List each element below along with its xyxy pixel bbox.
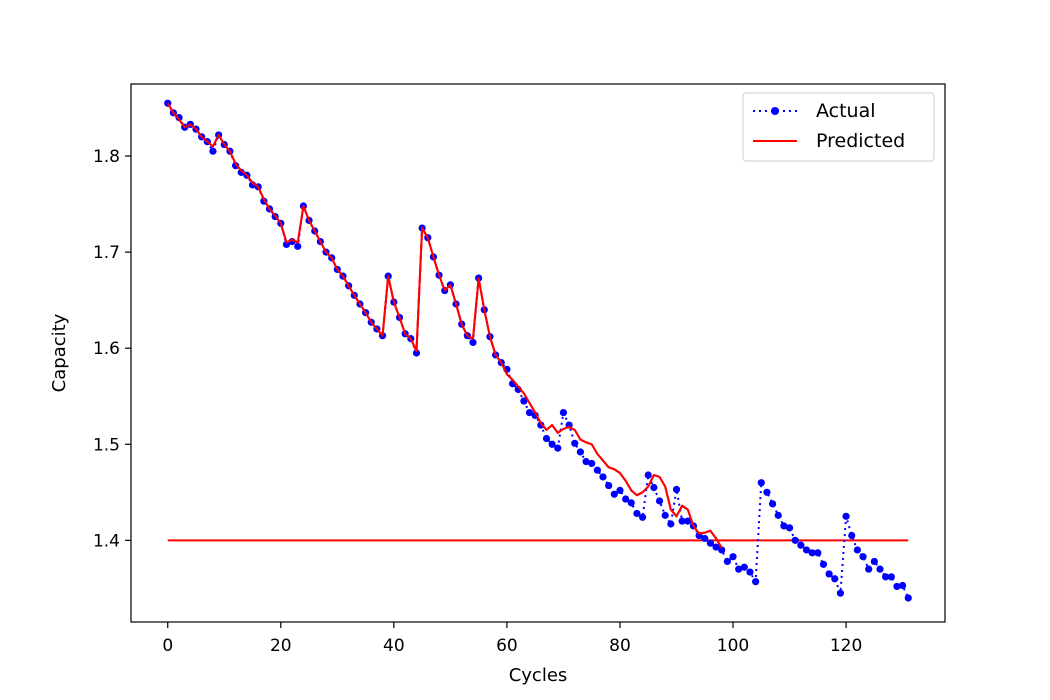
x-axis-ticks: 0 20 40 60 80 100 120 — [162, 622, 862, 656]
actual-point — [582, 457, 590, 466]
actual-point — [599, 473, 607, 481]
actual-point — [876, 565, 884, 573]
actual-point — [865, 565, 873, 573]
actual-point — [893, 582, 901, 591]
actual-point — [729, 553, 737, 561]
actual-point — [814, 549, 822, 557]
y-tick-label-4: 1.8 — [93, 147, 120, 167]
actual-point — [593, 466, 601, 474]
y-axis-label: Capacity — [49, 313, 70, 392]
y-tick-label-2: 1.6 — [93, 339, 120, 359]
actual-point — [412, 349, 421, 357]
actual-point — [746, 568, 754, 576]
actual-point — [735, 565, 743, 573]
x-tick-label-0: 0 — [162, 636, 173, 656]
x-tick-label-4: 80 — [609, 636, 631, 656]
actual-point — [616, 486, 624, 494]
actual-point — [554, 444, 562, 452]
actual-point — [808, 549, 816, 557]
actual-point — [672, 485, 681, 494]
actual-point — [819, 560, 828, 568]
actual-point — [542, 434, 551, 443]
actual-point — [763, 488, 771, 496]
y-axis-ticks: 1.4 1.5 1.6 1.7 1.8 — [93, 147, 131, 551]
actual-point — [904, 594, 912, 602]
actual-point — [525, 408, 534, 417]
legend-actual-marker — [771, 107, 779, 115]
x-tick-label-3: 60 — [496, 636, 518, 656]
legend: Actual Predicted — [742, 92, 935, 162]
predicted-series-line-overlay — [166, 102, 723, 549]
actual-point — [752, 578, 760, 586]
actual-point — [780, 522, 788, 530]
y-tick-label-1: 1.5 — [93, 435, 120, 455]
actual-point — [712, 543, 720, 551]
actual-point — [237, 168, 245, 176]
actual-point — [627, 499, 635, 507]
series-layer — [164, 99, 912, 602]
actual-point — [701, 534, 709, 543]
actual-point — [537, 421, 545, 429]
actual-point — [175, 114, 183, 122]
y-tick-label-3: 1.7 — [93, 243, 120, 263]
actual-point — [644, 471, 652, 479]
actual-point — [605, 481, 613, 490]
actual-point — [548, 440, 556, 448]
x-tick-label-2: 40 — [383, 636, 405, 656]
actual-point — [650, 483, 658, 492]
actual-point — [836, 589, 845, 597]
actual-point — [842, 512, 850, 520]
actual-point — [853, 546, 861, 554]
actual-point — [661, 511, 669, 519]
actual-point — [209, 147, 217, 155]
actual-point — [757, 479, 765, 487]
actual-point — [610, 490, 618, 498]
x-axis-label: Cycles — [509, 665, 568, 686]
actual-point — [571, 439, 579, 447]
actual-point — [667, 520, 675, 528]
actual-point — [655, 497, 664, 505]
actual-point — [774, 511, 782, 519]
actual-point — [848, 531, 856, 540]
actual-point — [588, 459, 596, 468]
actual-point — [802, 546, 811, 554]
actual-point — [899, 581, 907, 590]
legend-actual-label: Actual — [816, 100, 876, 122]
actual-point — [859, 553, 867, 561]
actual-point — [469, 338, 477, 347]
actual-point — [294, 242, 302, 250]
actual-point — [718, 546, 726, 554]
x-tick-label-5: 100 — [717, 636, 749, 656]
actual-point — [576, 448, 584, 456]
actual-point — [831, 575, 839, 583]
actual-point — [520, 397, 528, 405]
plot-background — [131, 84, 945, 622]
actual-point — [785, 524, 794, 532]
actual-point — [887, 573, 895, 581]
actual-point — [723, 557, 731, 566]
legend-predicted-label: Predicted — [816, 130, 905, 152]
actual-point — [638, 513, 647, 521]
actual-point — [678, 517, 686, 525]
actual-point — [768, 500, 777, 508]
actual-point — [559, 408, 568, 417]
y-tick-label-0: 1.4 — [93, 531, 120, 551]
actual-point — [706, 539, 715, 547]
actual-point — [797, 541, 805, 549]
x-tick-label-1: 20 — [270, 636, 292, 656]
actual-point — [740, 563, 748, 571]
actual-point — [231, 162, 240, 170]
plot-frame — [130, 83, 946, 623]
actual-point — [870, 557, 878, 566]
actual-point — [633, 509, 641, 518]
actual-point — [684, 517, 692, 525]
actual-point — [622, 495, 630, 503]
x-tick-label-6: 120 — [830, 636, 862, 656]
actual-point — [825, 570, 833, 578]
actual-point — [791, 536, 799, 544]
actual-point — [882, 573, 890, 581]
